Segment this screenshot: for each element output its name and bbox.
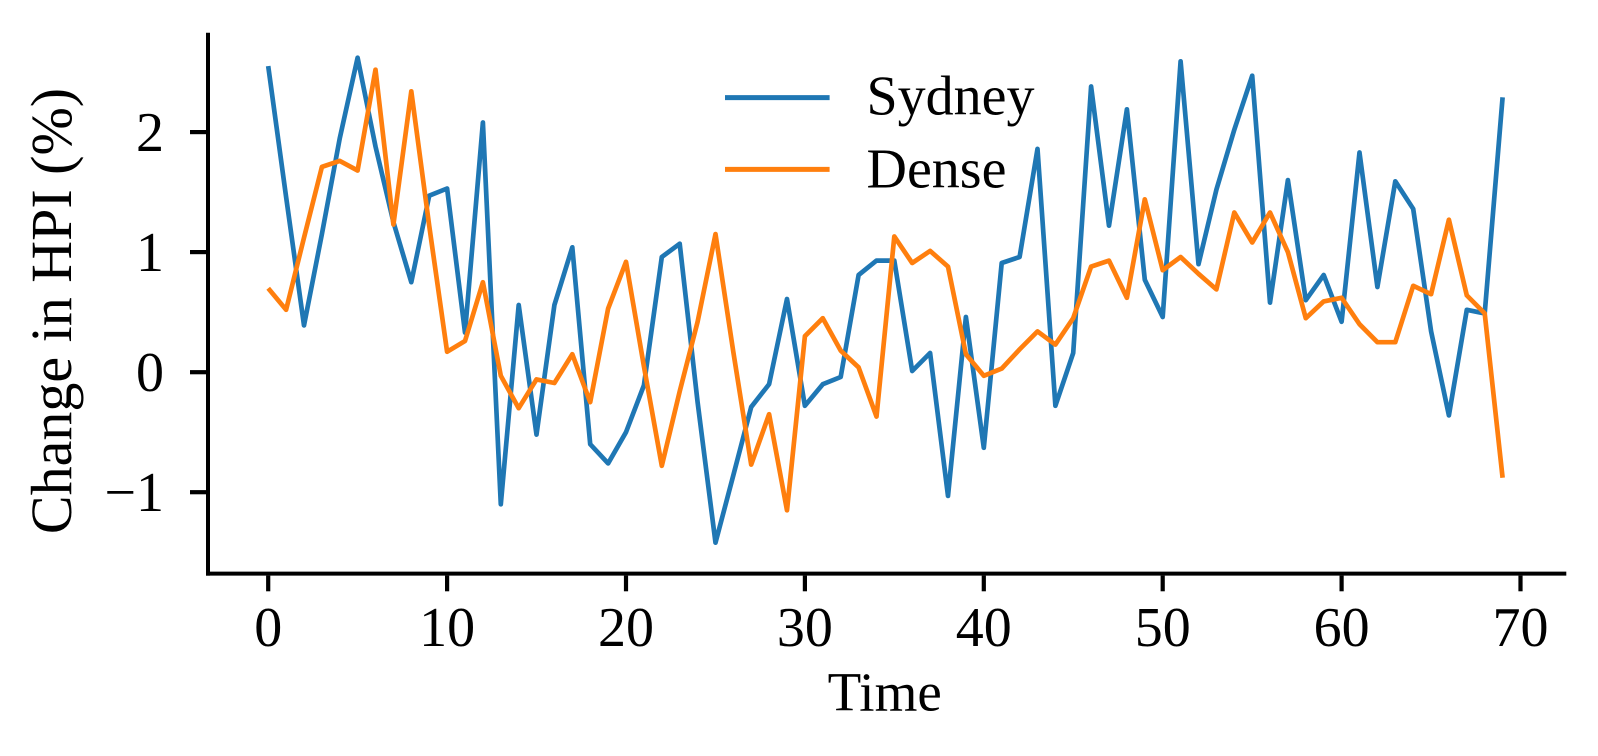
svg-text:Time: Time [828,662,942,723]
svg-text:40: 40 [956,597,1012,659]
svg-text:20: 20 [598,597,654,659]
svg-text:50: 50 [1135,597,1191,659]
svg-text:−1: −1 [104,462,164,524]
svg-text:0: 0 [254,597,282,659]
svg-text:60: 60 [1314,597,1370,659]
svg-text:0: 0 [136,342,164,404]
svg-text:Sydney: Sydney [867,66,1035,128]
svg-text:70: 70 [1493,597,1549,659]
svg-text:1: 1 [136,222,164,284]
svg-text:Dense: Dense [867,139,1007,201]
svg-text:2: 2 [136,102,164,164]
svg-text:30: 30 [777,597,833,659]
svg-text:10: 10 [419,597,475,659]
svg-text:Change in HPI (%): Change in HPI (%) [19,88,84,534]
